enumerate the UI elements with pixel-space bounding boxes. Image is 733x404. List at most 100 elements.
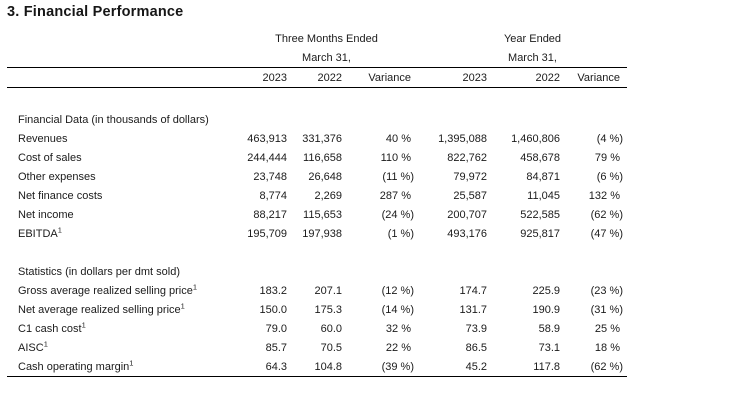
value-2023-year: 25,587 (453, 189, 487, 202)
value-2022-year: 1,460,806 (511, 132, 560, 145)
value-variance-three-months: 40 % (385, 132, 411, 145)
row-label: C1 cash cost1 (7, 319, 239, 335)
value-2023-three-months: 64.3 (265, 360, 287, 373)
table-row: Net finance costs 8,774 2,269 287 % 25,5… (7, 186, 627, 205)
row-label-text: Statistics (in dollars per dmt sold) (18, 265, 180, 278)
row-label-text: AISC (18, 341, 44, 354)
value-variance-year: (62 %) (590, 208, 623, 221)
value-2023-year: 174.7 (459, 284, 487, 297)
table-row: AISC1 85.7 70.5 22 % 86.5 73.1 18 % (7, 338, 627, 357)
table-row: C1 cash cost1 79.0 60.0 32 % 73.9 58.9 2… (7, 319, 627, 338)
value-2022-three-months: 115,653 (303, 208, 342, 221)
value-2023-three-months: 85.7 (265, 341, 287, 354)
row-label: Net finance costs (7, 190, 239, 202)
spacer-row (7, 243, 627, 262)
value-2023-year: 45.2 (465, 360, 487, 373)
value-2022-three-months: 104.8 (314, 360, 342, 373)
value-2023-three-months: 463,913 (247, 132, 287, 145)
table-row: Other expenses 23,748 26,648 (11 %) 79,9… (7, 167, 627, 186)
value-2022-year: 58.9 (538, 322, 560, 335)
footnote-marker: 1 (57, 224, 62, 234)
value-2023-three-months: 195,709 (247, 227, 287, 240)
value-2022-year: 225.9 (532, 284, 560, 297)
value-2023-year: 73.9 (465, 322, 487, 335)
row-label-text: Revenues (18, 132, 68, 145)
value-2022-three-months: 26,648 (308, 170, 342, 183)
value-2023-year: 822,762 (447, 151, 487, 164)
footnote-marker: 1 (192, 281, 198, 291)
value-variance-three-months: (14 %) (381, 303, 414, 316)
table-body: Financial Data (in thousands of dollars)… (7, 110, 627, 377)
value-2022-year: 522,585 (520, 208, 560, 221)
row-label-text: C1 cash cost (18, 322, 82, 335)
value-variance-three-months: 22 % (385, 341, 411, 354)
financial-performance-table: Three Months Ended Year Ended March 31, … (7, 29, 627, 377)
value-2023-year: 200,707 (447, 208, 487, 221)
group-subheader-march-31-three-months: March 31, (302, 51, 351, 64)
row-label-text: Net finance costs (18, 189, 103, 202)
value-2023-three-months: 183.2 (259, 284, 287, 297)
footnote-marker: 1 (43, 338, 48, 348)
value-2023-year: 493,176 (447, 227, 487, 240)
value-2023-three-months: 8,774 (259, 189, 287, 202)
row-label-text: Gross average realized selling price (18, 284, 193, 297)
group-header-row-1: Three Months Ended Year Ended (7, 29, 627, 48)
row-label-text: Cash operating margin (18, 360, 130, 373)
value-2022-year: 84,871 (526, 170, 560, 183)
value-variance-three-months: (11 %) (382, 170, 414, 183)
value-2022-year: 11,045 (527, 189, 560, 202)
value-2022-year: 190.9 (532, 303, 560, 316)
value-variance-year: (31 %) (590, 303, 623, 316)
group-subheader-march-31-year: March 31, (508, 51, 557, 64)
footnote-marker: 1 (129, 357, 134, 367)
value-2022-year: 73.1 (538, 341, 560, 354)
value-variance-three-months: (24 %) (381, 208, 414, 221)
row-label: Other expenses (7, 171, 239, 183)
section-header-row: Statistics (in dollars per dmt sold) (7, 262, 627, 281)
value-2023-three-months: 88,217 (253, 208, 287, 221)
row-label-text: Cost of sales (18, 151, 82, 164)
group-header-three-months-ended: Three Months Ended (275, 32, 378, 45)
value-2022-three-months: 116,658 (303, 151, 342, 164)
group-header-year-ended: Year Ended (503, 32, 562, 45)
row-label: Net income (7, 209, 239, 221)
row-label: Gross average realized selling price1 (7, 281, 239, 297)
footnote-marker: 1 (81, 319, 86, 329)
column-header-variance-three-months: Variance (368, 71, 411, 84)
value-2022-three-months: 70.5 (320, 341, 342, 354)
value-variance-three-months: (12 %) (381, 284, 414, 297)
row-label: Revenues (7, 133, 239, 145)
table-row: Gross average realized selling price1 18… (7, 281, 627, 300)
value-variance-year: 132 % (588, 189, 620, 202)
column-header-row: 2023 2022 Variance 2023 2022 Variance (7, 68, 627, 88)
row-label-text: Net average realized selling price (18, 303, 181, 316)
value-2023-three-months: 150.0 (259, 303, 287, 316)
value-2023-year: 86.5 (465, 341, 487, 354)
table-row: Net average realized selling price1 150.… (7, 300, 627, 319)
value-2023-year: 1,395,088 (438, 132, 487, 145)
table-row: EBITDA1 195,709 197,938 (1 %) 493,176 92… (7, 224, 627, 243)
value-variance-year: (23 %) (590, 284, 623, 297)
row-label-text: Net income (18, 208, 74, 221)
row-label: EBITDA1 (7, 224, 239, 240)
row-label: Statistics (in dollars per dmt sold) (7, 266, 239, 278)
value-variance-year: (62 %) (590, 360, 623, 373)
table-row: Cash operating margin1 64.3 104.8 (39 %)… (7, 357, 627, 376)
value-2023-three-months: 244,444 (247, 151, 287, 164)
value-variance-three-months: 287 % (379, 189, 411, 202)
table-row: Net income 88,217 115,653 (24 %) 200,707… (7, 205, 627, 224)
value-2022-year: 458,678 (520, 151, 560, 164)
value-variance-year: (47 %) (590, 227, 623, 240)
row-label: AISC1 (7, 338, 239, 354)
column-header-2022-year: 2022 (535, 71, 560, 84)
value-2023-year: 79,972 (453, 170, 487, 183)
value-variance-three-months: 32 % (385, 322, 411, 335)
value-2022-three-months: 331,376 (302, 132, 342, 145)
column-header-2023-year: 2023 (462, 71, 487, 84)
table-row: Cost of sales 244,444 116,658 110 % 822,… (7, 148, 627, 167)
row-label: Cash operating margin1 (7, 357, 239, 373)
value-2022-three-months: 197,938 (302, 227, 342, 240)
value-variance-three-months: (39 %) (381, 360, 414, 373)
row-label: Financial Data (in thousands of dollars) (7, 114, 239, 126)
